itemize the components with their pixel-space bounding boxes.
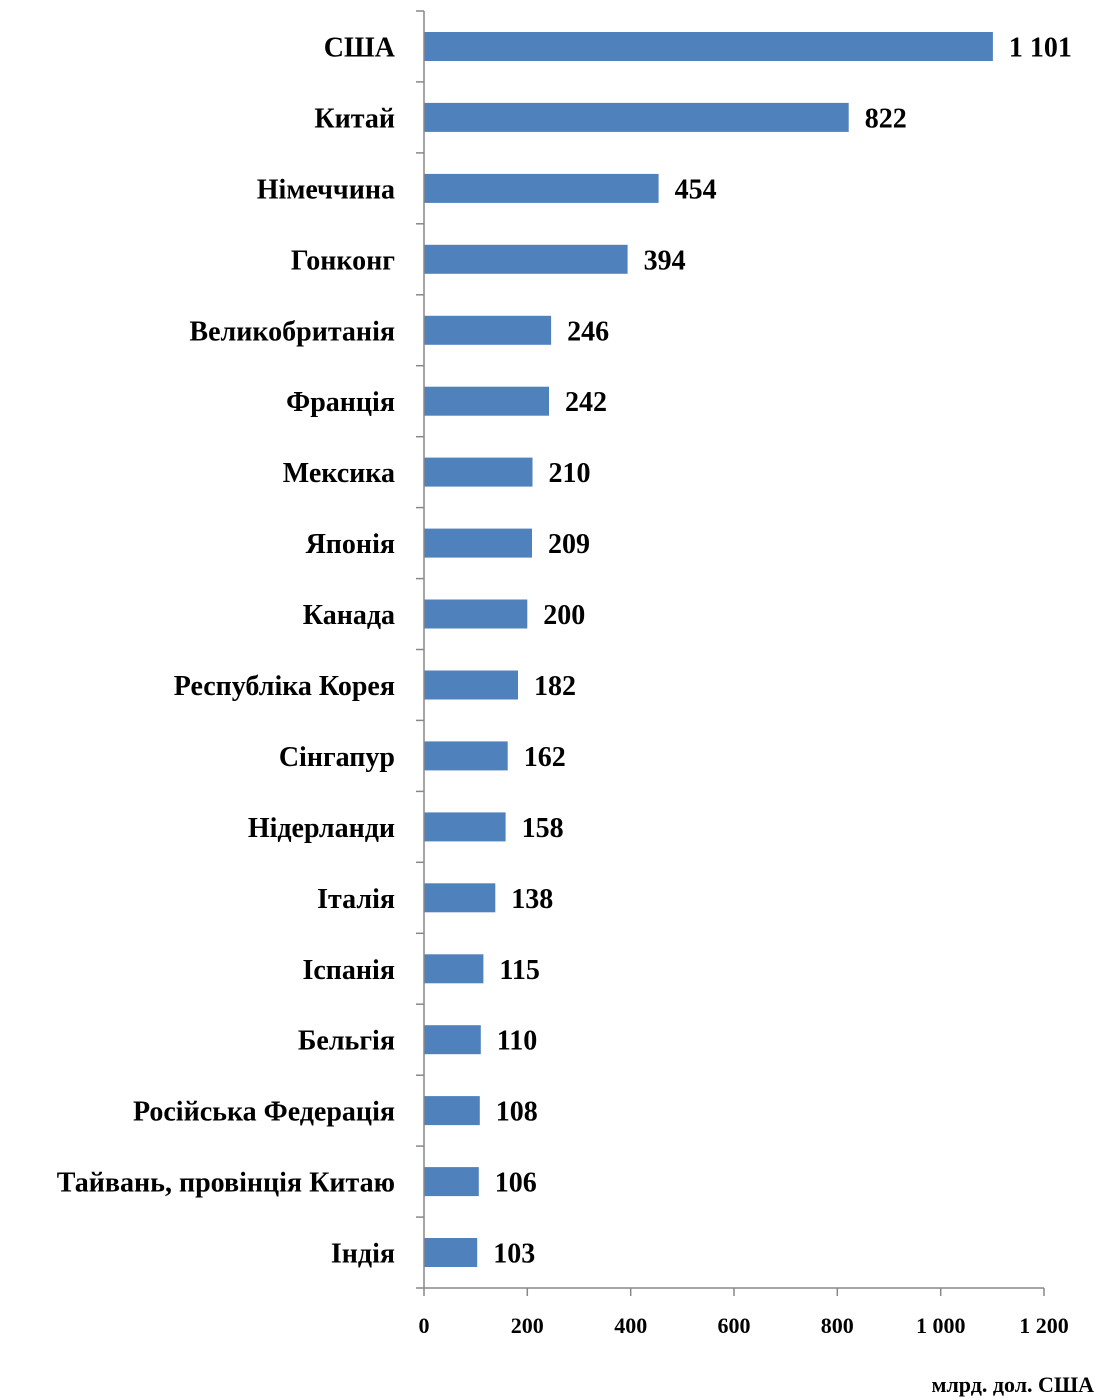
bar [424, 102, 849, 132]
value-label: 246 [567, 316, 609, 347]
category-label: Іспанія [302, 955, 395, 986]
bar [424, 1096, 480, 1126]
bar [424, 812, 506, 842]
bar [424, 244, 628, 274]
x-tick-label: 1 200 [1019, 1313, 1069, 1338]
bar [424, 173, 659, 203]
category-label: Великобританія [189, 316, 395, 347]
category-label: Німеччина [257, 174, 395, 205]
bar [424, 1025, 481, 1055]
category-label: Гонконг [291, 245, 395, 276]
category-label: Сінгапур [279, 742, 395, 773]
category-label: Республіка Корея [174, 671, 395, 702]
value-label: 394 [644, 245, 686, 276]
category-label: Канада [303, 600, 395, 631]
category-label: Італія [317, 884, 395, 915]
bar [424, 457, 533, 487]
category-label: Франція [286, 387, 395, 418]
category-label: Бельгія [298, 1026, 395, 1057]
value-label: 158 [522, 813, 564, 844]
bar [424, 32, 993, 61]
category-label: Мексика [283, 458, 395, 489]
bar [424, 741, 508, 771]
value-label: 106 [495, 1168, 537, 1199]
x-tick-label: 400 [614, 1313, 647, 1338]
category-label: Тайвань, провінція Китаю [57, 1168, 395, 1199]
bar [424, 883, 496, 913]
labels-group: США 1 101 Китай 822 Німеччина 454 Гонконг 394 Ве… [57, 33, 1072, 1339]
value-label: 115 [499, 955, 539, 986]
value-label: 110 [497, 1026, 537, 1057]
value-label: 242 [565, 387, 607, 418]
x-tick-label: 600 [718, 1313, 751, 1338]
value-label: 454 [675, 174, 717, 205]
value-label: 210 [549, 458, 591, 489]
x-axis-unit-label: млрд. дол. США [931, 1372, 1094, 1397]
category-label: Китай [314, 103, 395, 134]
x-tick-label: 0 [419, 1313, 430, 1338]
x-tick-label: 200 [511, 1313, 544, 1338]
category-label: Японія [306, 529, 395, 560]
value-label: 1 101 [1009, 33, 1072, 64]
value-label: 108 [496, 1097, 538, 1128]
bar [424, 1167, 479, 1197]
bar [424, 528, 532, 558]
bar [424, 1238, 478, 1267]
bar [424, 670, 518, 700]
x-tick-label: 800 [821, 1313, 854, 1338]
value-label: 200 [543, 600, 585, 631]
category-label: Російська Федерація [133, 1097, 395, 1128]
bar [424, 599, 528, 629]
category-label: США [324, 33, 396, 64]
value-label: 182 [534, 671, 576, 702]
value-label: 162 [524, 742, 566, 773]
axes-group [416, 10, 1045, 1296]
category-label: Індія [331, 1239, 395, 1270]
category-label: Нідерланди [248, 813, 395, 844]
x-tick-label: 1 000 [916, 1313, 966, 1338]
value-label: 103 [493, 1239, 535, 1270]
bar [424, 954, 484, 984]
value-label: 138 [511, 884, 553, 915]
value-label: 822 [865, 103, 907, 134]
bar [424, 315, 552, 345]
value-label: 209 [548, 529, 590, 560]
bars-group [424, 32, 993, 1267]
bar [424, 386, 549, 416]
